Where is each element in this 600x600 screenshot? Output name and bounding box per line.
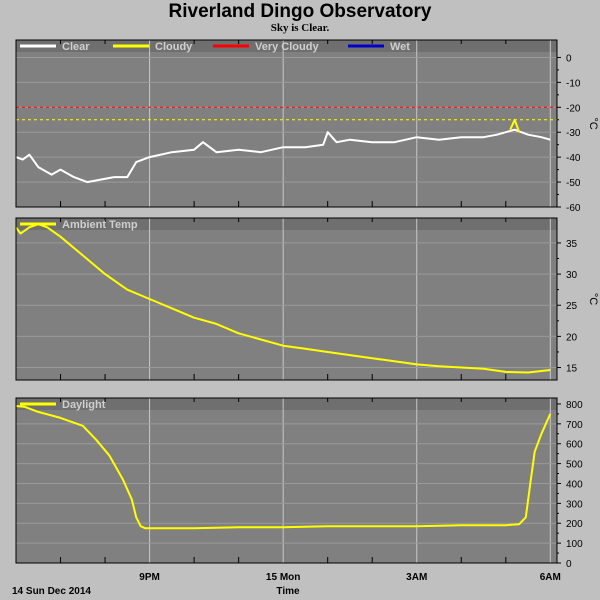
y-tick-label: 600 bbox=[566, 440, 583, 451]
y-axis-label: °C bbox=[587, 117, 599, 129]
y-tick-label: -40 bbox=[566, 153, 581, 164]
date-label: 14 Sun Dec 2014 bbox=[12, 586, 91, 597]
legend-band bbox=[16, 40, 557, 52]
panel-1: 0 -10 -20 -30 -40 -50 -60 Clear Cloudy Very Cloud… bbox=[15, 39, 599, 214]
plot-border bbox=[15, 397, 558, 564]
plot-background bbox=[16, 398, 557, 563]
panel-2: 35 30 25 20 15 Ambient Temp °C bbox=[15, 217, 599, 381]
y-tick-label: 35 bbox=[566, 239, 578, 250]
y-tick-label: 700 bbox=[566, 420, 583, 431]
y-tick-label: 200 bbox=[566, 519, 583, 530]
x-tick-label: 6AM bbox=[540, 572, 561, 583]
legend-band bbox=[16, 398, 557, 410]
sky-status: Sky is Clear. bbox=[270, 22, 330, 34]
y-tick-label: 500 bbox=[566, 460, 583, 471]
y-tick-label: 25 bbox=[566, 301, 578, 312]
series-line-daylight bbox=[15, 405, 552, 530]
y-tick-label: 100 bbox=[566, 539, 583, 550]
legend-entry: Cloudy bbox=[155, 41, 193, 53]
y-tick-label: 400 bbox=[566, 479, 583, 490]
y-tick-label: -20 bbox=[566, 103, 581, 114]
series-line-ambient-temp bbox=[15, 223, 551, 374]
legend-entry: Daylight bbox=[62, 399, 106, 411]
plot-border bbox=[15, 217, 558, 381]
y-tick-label: 20 bbox=[566, 332, 578, 343]
y-tick-label: 0 bbox=[566, 53, 572, 64]
x-axis-label: Time bbox=[276, 586, 300, 597]
y-tick-label: -10 bbox=[566, 78, 581, 89]
y-tick-label: -30 bbox=[566, 128, 581, 139]
plot-background bbox=[16, 218, 557, 380]
y-tick-label: -50 bbox=[566, 178, 581, 189]
y-tick-label: -60 bbox=[566, 203, 581, 214]
y-tick-label: 0 bbox=[566, 559, 572, 570]
legend-entry: Ambient Temp bbox=[62, 219, 138, 231]
y-axis-label: °C bbox=[587, 293, 599, 305]
x-tick-label: 9PM bbox=[139, 572, 160, 583]
x-tick-label: 15 Mon bbox=[266, 572, 300, 583]
series-line-clear bbox=[15, 128, 551, 184]
legend-entry: Very Cloudy bbox=[255, 41, 319, 53]
legend-entry: Wet bbox=[390, 41, 410, 53]
series-line-cloudy bbox=[509, 118, 521, 133]
chart-title: Riverland Dingo Observatory bbox=[168, 1, 432, 22]
legend-band bbox=[16, 218, 557, 230]
panel-3: 800 700 600 500 400 300 200 100 0 Daylight bbox=[15, 397, 583, 570]
plot-border bbox=[15, 39, 558, 208]
y-tick-label: 800 bbox=[566, 400, 583, 411]
y-tick-label: 15 bbox=[566, 364, 578, 375]
y-tick-label: 30 bbox=[566, 270, 578, 281]
x-tick-label: 3AM bbox=[406, 572, 427, 583]
y-tick-label: 300 bbox=[566, 499, 583, 510]
legend-entry: Clear bbox=[62, 41, 90, 53]
